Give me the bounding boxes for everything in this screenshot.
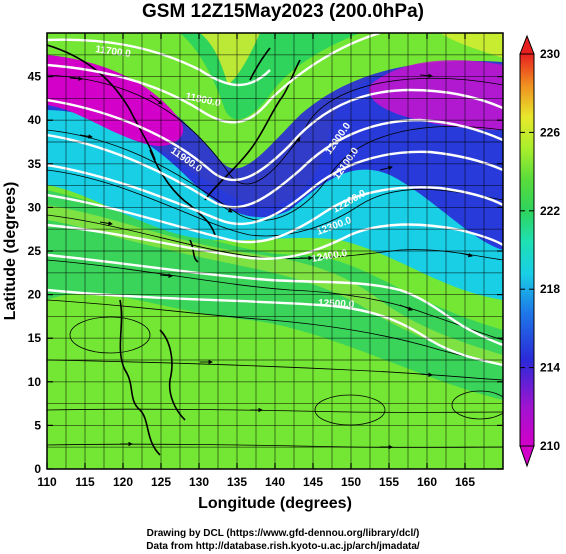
y-tick-label: 10 [28,375,42,389]
magenta-east [369,60,503,130]
colorbar-tick-label: 230 [540,47,560,61]
axis-ticks [46,33,503,470]
weather-map: 11700.0 11800.0 11900.0 12000.0 12100.0 … [2,32,560,512]
x-tick-label: 155 [379,475,399,489]
colorbar-tick-label: 222 [540,204,560,218]
y-tick-labels: 0 5 10 15 20 25 30 35 40 45 [28,70,42,476]
y-tick-label: 30 [28,200,42,214]
y-tick-label: 35 [28,157,42,171]
colorbar-tick-label: 210 [540,439,560,453]
x-tick-label: 150 [341,475,361,489]
x-tick-label: 165 [455,475,475,489]
y-tick-label: 20 [28,288,42,302]
y-tick-label: 45 [28,70,42,84]
x-tick-label: 160 [417,475,437,489]
chart-title: GSM 12Z15May2023 (200.0hPa) [142,1,424,22]
colorbar-tick-label: 226 [540,125,560,139]
x-tick-label: 110 [37,475,57,489]
colorbar-tick-label: 214 [540,361,560,375]
graticule [47,33,503,469]
y-tick-label: 25 [28,244,42,258]
x-tick-label: 140 [265,475,285,489]
x-tick-label: 130 [189,475,209,489]
height-contours [47,33,503,367]
colorbar-tick-label: 218 [540,282,560,296]
x-axis-label: Longitude (degrees) [198,495,352,512]
x-tick-label: 135 [227,475,247,489]
dcl-credit: Drawing by DCL (https://www.gfd-dennou.o… [146,528,420,539]
colorbar-scale [519,53,535,447]
y-tick-label: 0 [34,462,41,476]
ridge-yellow [200,33,260,85]
colorbar-ticks: 210 214 218 222 226 230 [520,47,560,453]
data-source: Data from http://database.rish.kyoto-u.a… [146,541,420,552]
x-tick-label: 125 [151,475,171,489]
ne-yellow [440,33,503,58]
x-tick-label: 115 [75,475,95,489]
y-tick-label: 5 [34,418,41,432]
y-tick-label: 15 [28,331,42,345]
x-tick-label: 145 [303,475,323,489]
y-tick-label: 40 [28,113,42,127]
colorbar-max-triangle [519,34,535,55]
x-tick-label: 120 [113,475,133,489]
plot-area: 11700.0 11800.0 11900.0 12000.0 12100.0 … [47,33,503,469]
y-axis-label: Latitude (degrees) [2,182,19,321]
contour-label: 12500.0 [318,298,355,310]
x-tick-labels: 110 115 120 125 130 135 140 145 150 155 160 165 [37,475,475,489]
colorbar: 210 214 218 222 226 230 [519,34,560,468]
colorbar-min-triangle [519,445,535,468]
coastlines [47,44,301,456]
